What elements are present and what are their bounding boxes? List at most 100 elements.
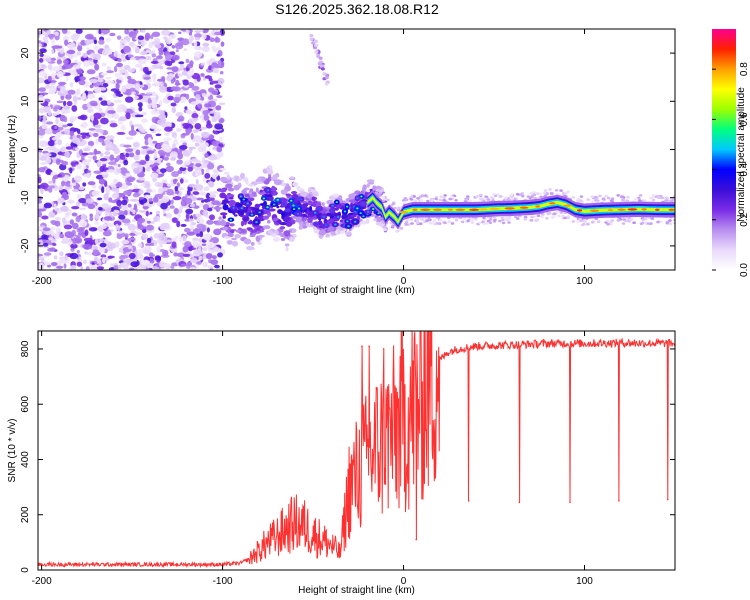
noise-speckle bbox=[122, 58, 127, 62]
noise-speckle bbox=[119, 42, 123, 50]
halo-speckle bbox=[443, 194, 447, 197]
noise-speckle bbox=[182, 122, 190, 127]
signal-speckle bbox=[332, 193, 340, 198]
halo-speckle bbox=[668, 219, 672, 222]
noise-speckle bbox=[161, 143, 170, 149]
noise-speckle bbox=[152, 196, 159, 203]
signal-speckle bbox=[254, 203, 261, 209]
noise-speckle bbox=[194, 51, 203, 58]
halo-speckle bbox=[638, 194, 643, 197]
halo-speckle bbox=[532, 193, 537, 197]
noise-speckle bbox=[174, 186, 179, 192]
noise-speckle bbox=[139, 159, 147, 166]
noise-speckle bbox=[113, 147, 120, 155]
noise-speckle bbox=[201, 199, 205, 203]
noise-speckle bbox=[47, 75, 52, 82]
halo-speckle bbox=[486, 219, 491, 223]
noise-speckle bbox=[171, 66, 179, 73]
noise-speckle bbox=[106, 135, 115, 140]
noise-speckle bbox=[94, 63, 100, 71]
noise-speckle bbox=[85, 34, 94, 40]
noise-speckle bbox=[45, 121, 54, 125]
noise-speckle bbox=[50, 57, 57, 61]
signal-speckle bbox=[222, 204, 229, 211]
noise-speckle bbox=[168, 34, 176, 39]
noise-speckle bbox=[57, 197, 65, 204]
signal-speckle bbox=[222, 200, 230, 204]
noise-speckle bbox=[208, 65, 212, 71]
noise-speckle bbox=[145, 133, 153, 138]
halo-speckle bbox=[434, 197, 438, 201]
noise-speckle bbox=[64, 39, 69, 46]
signal-speckle bbox=[274, 179, 282, 186]
noise-speckle bbox=[194, 33, 202, 39]
signal-speckle bbox=[259, 189, 263, 193]
noise-speckle bbox=[180, 96, 186, 104]
signal-peak bbox=[366, 210, 370, 213]
noise-speckle bbox=[99, 158, 108, 162]
noise-speckle bbox=[171, 133, 176, 137]
halo-speckle bbox=[479, 193, 483, 197]
noise-speckle bbox=[66, 123, 73, 127]
noise-speckle bbox=[150, 60, 159, 64]
snr-series-line bbox=[38, 331, 675, 569]
noise-speckle bbox=[63, 59, 69, 65]
noise-speckle bbox=[82, 60, 90, 67]
noise-speckle bbox=[74, 234, 82, 238]
noise-speckle bbox=[201, 47, 210, 51]
noise-speckle bbox=[58, 185, 64, 191]
noise-speckle bbox=[213, 66, 220, 74]
noise-speckle bbox=[106, 169, 116, 173]
snr-spike-point bbox=[415, 538, 418, 541]
noise-speckle bbox=[146, 150, 154, 155]
noise-speckle bbox=[166, 183, 176, 187]
noise-speckle bbox=[209, 57, 216, 62]
noise-speckle bbox=[38, 77, 45, 84]
y-tick-label: 600 bbox=[20, 395, 31, 412]
noise-speckle bbox=[195, 197, 205, 201]
noise-speckle bbox=[206, 227, 210, 233]
halo-speckle bbox=[629, 218, 634, 221]
halo-speckle bbox=[566, 215, 570, 218]
noise-speckle bbox=[194, 123, 202, 130]
carrier-peak bbox=[420, 208, 431, 211]
noise-speckle bbox=[163, 213, 167, 217]
halo-speckle bbox=[542, 191, 547, 195]
noise-speckle bbox=[145, 154, 150, 162]
noise-speckle bbox=[70, 69, 76, 76]
halo-speckle bbox=[410, 222, 414, 225]
noise-speckle bbox=[128, 244, 132, 250]
noise-speckle bbox=[212, 46, 218, 53]
signal-speckle bbox=[248, 183, 255, 187]
noise-speckle bbox=[153, 242, 158, 246]
noise-speckle bbox=[193, 249, 202, 256]
noise-speckle bbox=[56, 100, 64, 104]
signal-speckle bbox=[325, 235, 330, 238]
snr-spike-point bbox=[382, 348, 385, 350]
noise-speckle bbox=[146, 237, 152, 244]
noise-speckle bbox=[70, 42, 76, 48]
noise-speckle bbox=[82, 182, 87, 187]
noise-speckle bbox=[166, 162, 171, 167]
noise-speckle bbox=[195, 99, 203, 105]
signal-peak bbox=[334, 223, 337, 226]
noise-speckle bbox=[70, 81, 74, 88]
halo-speckle bbox=[523, 217, 528, 221]
signal-speckle bbox=[228, 199, 236, 206]
noise-speckle bbox=[125, 112, 131, 120]
signal-speckle bbox=[301, 205, 306, 211]
noise-speckle bbox=[61, 109, 71, 114]
noise-speckle bbox=[79, 76, 86, 81]
halo-speckle bbox=[622, 218, 626, 221]
noise-speckle bbox=[216, 114, 221, 120]
snr-plot-area bbox=[38, 331, 675, 569]
noise-speckle bbox=[106, 222, 115, 228]
noise-speckle bbox=[139, 224, 145, 231]
halo-speckle bbox=[566, 190, 570, 194]
signal-speckle bbox=[300, 191, 307, 197]
noise-speckle bbox=[86, 251, 93, 256]
halo-speckle bbox=[426, 199, 430, 203]
noise-speckle bbox=[129, 232, 136, 236]
snr-spike-point bbox=[368, 345, 370, 347]
